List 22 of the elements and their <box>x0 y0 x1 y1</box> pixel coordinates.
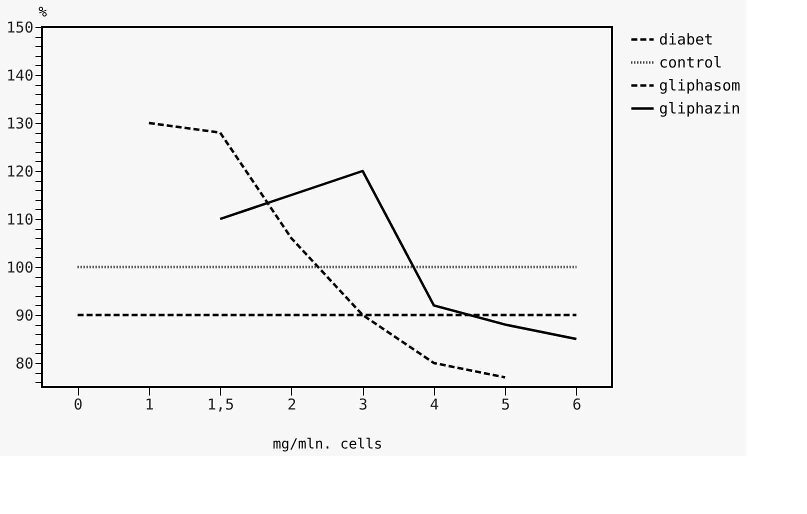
y-tick-label: 120 <box>6 162 34 180</box>
x-tick-label: 4 <box>430 396 439 414</box>
y-tick-label: 140 <box>6 66 34 84</box>
legend-label: control <box>659 54 722 72</box>
y-tick-label: 90 <box>15 306 34 324</box>
legend-label: diabet <box>659 30 714 48</box>
y-axis-title: % <box>38 4 48 20</box>
y-tick-label: 80 <box>15 354 34 372</box>
legend-label: gliphasom <box>659 76 740 94</box>
y-tick-label: 150 <box>6 18 34 36</box>
x-tick-label: 6 <box>572 396 582 414</box>
x-tick-label: 0 <box>74 396 83 414</box>
y-tick-label: 130 <box>6 114 34 132</box>
x-tick-label: 3 <box>358 396 368 414</box>
y-tick-label: 110 <box>6 210 34 228</box>
x-tick-label: 2 <box>287 396 296 414</box>
x-tick-label: 1 <box>144 396 154 414</box>
x-tick-label: 1,5 <box>207 396 234 414</box>
x-axis-title: mg/mln. cells <box>272 436 382 452</box>
y-tick-label: 100 <box>6 258 34 276</box>
x-tick-label: 5 <box>501 396 510 414</box>
legend-label: gliphazin <box>659 100 740 118</box>
